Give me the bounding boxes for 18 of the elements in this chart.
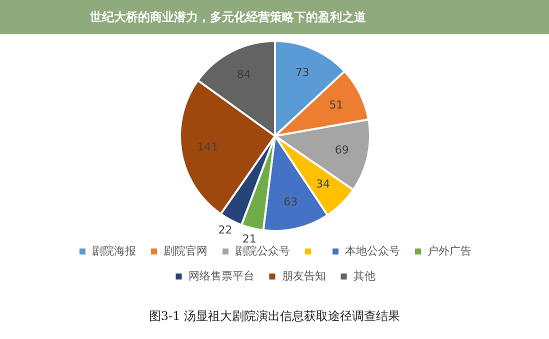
- data-label: 51: [329, 98, 344, 112]
- legend-label: 本地公众号: [345, 244, 400, 258]
- legend-label: 其他: [353, 269, 376, 282]
- data-label: 63: [284, 195, 298, 208]
- legend-label: 朋友告知: [282, 269, 326, 282]
- data-label: 73: [295, 66, 310, 80]
- data-label: 69: [334, 143, 349, 156]
- data-label: 34: [316, 178, 330, 191]
- legend-label: 剧院公众号: [235, 244, 290, 258]
- data-label: 21: [242, 232, 256, 246]
- legend-label: 网络售票平台: [188, 269, 254, 282]
- caption: 图3-1 汤显祖大剧院演出信息获取途径调查结果: [148, 308, 402, 325]
- legend-label: 户外广告: [428, 244, 472, 258]
- data-label: 141: [197, 140, 218, 154]
- data-label: 22: [218, 224, 232, 237]
- legend-label: 剧院官网: [164, 244, 208, 258]
- legend-label: 剧院海报: [92, 244, 136, 258]
- chart-title: 世纪大桥的商业潜力，多元化经营策略下的盈利之道: [0, 0, 549, 34]
